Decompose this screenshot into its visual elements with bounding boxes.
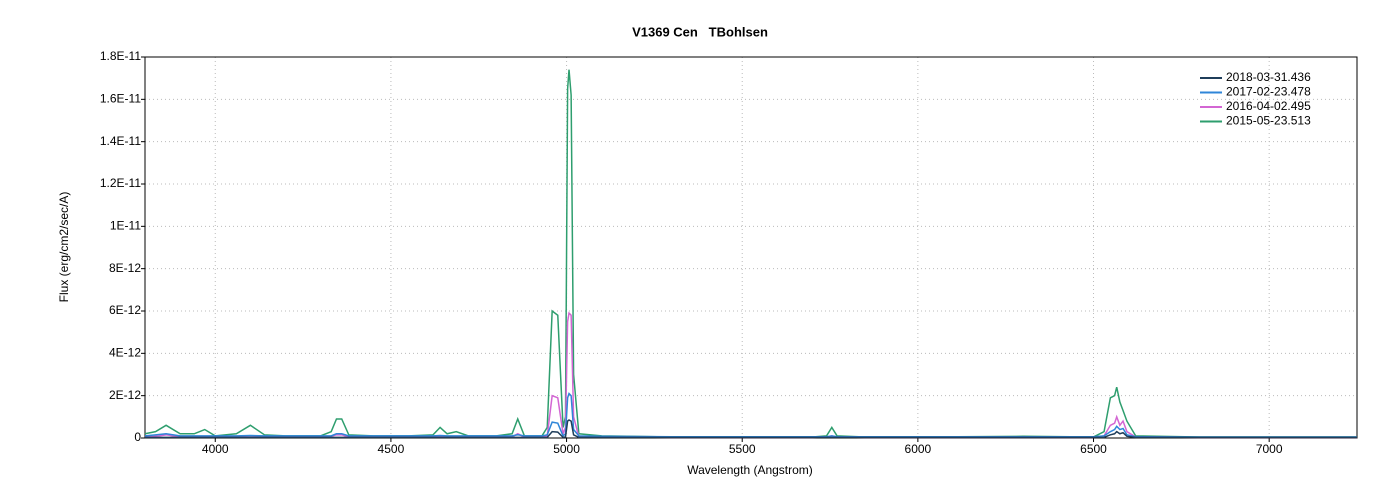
y-tick-label: 1E-11 — [110, 219, 141, 233]
x-tick-label: 5000 — [553, 442, 580, 456]
y-tick-label: 1.4E-11 — [100, 134, 141, 148]
y-tick-label: 2E-12 — [109, 388, 141, 402]
y-tick-label: 1.6E-11 — [100, 92, 141, 106]
x-tick-label: 6500 — [1080, 442, 1107, 456]
y-tick-label: 4E-12 — [109, 346, 141, 360]
legend-label: 2016-04-02.495 — [1226, 99, 1311, 113]
y-tick-label: 6E-12 — [109, 303, 141, 317]
y-tick-label: 8E-12 — [109, 261, 141, 275]
series-line — [144, 392, 1357, 438]
y-tick-label: 1.8E-11 — [100, 49, 141, 63]
x-tick-label: 7000 — [1256, 442, 1283, 456]
x-tick-label: 5500 — [729, 442, 756, 456]
y-tick-label: 1.2E-11 — [100, 176, 141, 190]
x-tick-label: 4000 — [202, 442, 229, 456]
chart-title: V1369 Cen TBohlsen — [632, 24, 768, 39]
y-tick-label: 0 — [134, 430, 141, 444]
x-tick-label: 4500 — [378, 442, 405, 456]
x-tick-label: 6000 — [905, 442, 932, 456]
legend-label: 2015-05-23.513 — [1226, 114, 1311, 128]
legend-label: 2018-03-31.436 — [1226, 70, 1311, 84]
y-axis-label: Flux (erg/cm2/sec/A) — [57, 192, 71, 303]
series-line — [145, 419, 1357, 439]
x-axis-label: Wavelength (Angstrom) — [687, 463, 813, 477]
legend-label: 2017-02-23.478 — [1226, 85, 1311, 99]
